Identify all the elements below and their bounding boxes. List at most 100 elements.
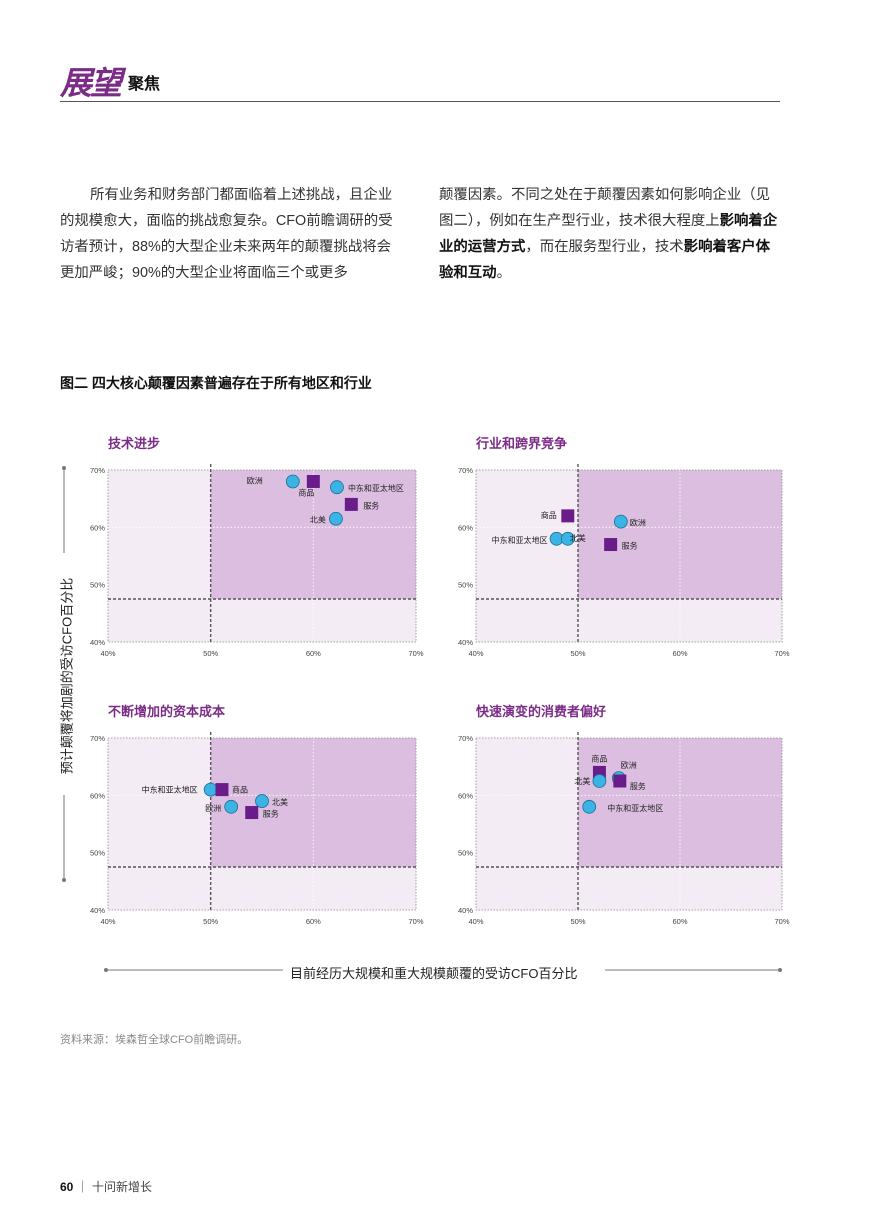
body-text-bold-2: 影响着客户体验和互动	[439, 239, 771, 281]
chart-3-frame	[107, 737, 417, 911]
chart-3-point-circle	[224, 799, 239, 814]
chart-2-point-circle	[560, 531, 575, 546]
chart-1-y-tick: 50%	[90, 581, 105, 590]
chart-4-point-circle	[592, 774, 607, 788]
x-guide-dot-right	[778, 968, 782, 972]
body-text-a: 颠覆因素。不同之处在于颠覆因素如何影响企业（见图二），例如在生产型行业，技术很大…	[439, 187, 770, 229]
chart-4-point-label: 欧洲	[621, 760, 637, 770]
chart-2-point-circle	[613, 514, 628, 529]
chart-1-point-label: 北美	[310, 515, 326, 525]
chart-3-y-tick: 40%	[90, 906, 105, 915]
chart-3-point-circle	[203, 782, 218, 797]
chart-1-title: 技术进步	[108, 436, 160, 451]
chart-4-y-tick: 70%	[458, 734, 473, 743]
chart-1-quadrant-bottom-left	[108, 599, 211, 642]
footer-separator: ｜	[73, 1180, 93, 1194]
footer-title: 十问新增长	[92, 1180, 153, 1194]
chart-2-point-label: 欧洲	[630, 518, 646, 528]
chart-1-frame	[107, 469, 417, 643]
body-paragraph-right: 颠覆因素。不同之处在于颠覆因素如何影响企业（见图二），例如在生产型行业，技术很大…	[439, 182, 781, 286]
chart-4-point-label: 中东和亚太地区	[607, 803, 663, 813]
chart-3-quadrant-bottom-left	[108, 867, 211, 910]
chart-3-x-tick: 70%	[408, 917, 423, 926]
chart-2-y-tick: 40%	[458, 638, 473, 647]
chart-3-x-tick: 40%	[100, 917, 115, 926]
chart-4-x-tick: 50%	[570, 917, 585, 926]
chart-4-x-tick: 40%	[468, 917, 483, 926]
chart-1-x-tick: 50%	[203, 649, 218, 658]
body-text-bold-1: 影响着企业的运营方式	[439, 213, 778, 255]
chart-2-frame	[475, 469, 783, 643]
chart-4-quadrant-top-left	[476, 738, 578, 867]
chart-3-y-tick: 60%	[90, 791, 105, 800]
chart-1-point-square	[306, 474, 320, 488]
chart-4-x-tick: 60%	[672, 917, 687, 926]
chart-2-point-square	[561, 509, 575, 523]
x-axis-label: 目前经历大规模和重大规模颠覆的受访CFO百分比	[290, 966, 578, 981]
chart-2-point-square	[604, 538, 618, 552]
chart-2-y-tick: 70%	[458, 466, 473, 475]
chart-3-y-tick: 50%	[90, 849, 105, 858]
chart-4-y-tick: 60%	[458, 791, 473, 800]
chart-2-title: 行业和跨界竞争	[475, 436, 567, 451]
body-column-left: 所有业务和财务部门都面临着上述挑战，且企业的规模愈大，面临的挑战愈复杂。CFO前…	[60, 182, 402, 286]
page-footer: 60 ｜ 十问新增长	[60, 1178, 152, 1195]
chart-2-point-label: 商品	[541, 510, 557, 520]
chart-1-point-label: 欧洲	[247, 475, 263, 485]
body-paragraph-left: 所有业务和财务部门都面临着上述挑战，且企业的规模愈大，面临的挑战愈复杂。CFO前…	[60, 187, 393, 281]
chart-1-point-label: 商品	[298, 487, 314, 497]
chart-3-quadrant-top-left	[108, 738, 211, 867]
x-guide-dot-left	[104, 968, 108, 972]
chart-2-point-label: 服务	[622, 541, 638, 551]
chart-3-point-square	[215, 783, 229, 797]
chart-3-x-tick: 50%	[203, 917, 218, 926]
chart-4-x-tick: 70%	[774, 917, 789, 926]
body-column-right: 颠覆因素。不同之处在于颠覆因素如何影响企业（见图二），例如在生产型行业，技术很大…	[439, 182, 781, 286]
chart-1-x-tick: 60%	[306, 649, 321, 658]
chart-4-y-tick: 40%	[458, 906, 473, 915]
chart-4-frame	[475, 737, 783, 911]
page-number: 60	[60, 1180, 74, 1194]
chart-1-y-tick: 60%	[90, 523, 105, 532]
chart-4-title: 快速演变的消费者偏好	[476, 704, 606, 719]
logo: 展望	[60, 64, 122, 102]
chart-1-point-circle	[329, 511, 343, 526]
section-title: 聚焦	[128, 76, 161, 93]
chart-3-y-tick: 70%	[90, 734, 105, 743]
figure-title: 图二 四大核心颠覆因素普遍存在于所有地区和行业	[60, 375, 372, 391]
header-divider	[60, 101, 780, 102]
chart-3-x-tick: 60%	[306, 917, 321, 926]
chart-4-point-label: 商品	[591, 753, 607, 763]
chart-3-title: 不断增加的资本成本	[108, 704, 225, 719]
chart-3-point-label: 商品	[232, 785, 248, 795]
chart-4-point-label: 北美	[574, 776, 590, 786]
chart-3-point-square	[245, 806, 259, 820]
chart-2-quadrant-bottom-left	[476, 599, 578, 642]
chart-2-point-label: 北美	[570, 533, 586, 543]
chart-3-point-circle	[255, 794, 269, 808]
chart-4-point-label: 服务	[630, 781, 646, 791]
chart-1-quadrant-top-left	[108, 470, 211, 599]
chart-2-x-tick: 40%	[468, 649, 483, 658]
chart-1-point-circle	[330, 480, 344, 495]
chart-2-y-tick: 50%	[458, 581, 473, 590]
chart-1-x-tick: 70%	[408, 649, 423, 658]
body-text-e: 。	[496, 265, 511, 281]
source-note: 资料来源：埃森哲全球CFO前瞻调研。	[60, 1034, 249, 1046]
chart-1-point-square	[344, 497, 358, 511]
chart-2-x-tick: 50%	[570, 649, 585, 658]
chart-2-x-tick: 70%	[774, 649, 789, 658]
chart-4-point-square	[613, 774, 627, 788]
chart-1-point-circle	[285, 474, 300, 489]
chart-1-point-label: 服务	[363, 500, 379, 510]
y-guide-dot-top	[62, 466, 66, 470]
chart-1-point-label: 中东和亚太地区	[348, 483, 404, 493]
chart-4-quadrant-bottom-left	[476, 867, 578, 910]
chart-3-point-label: 北美	[272, 797, 288, 807]
chart-3-point-label: 中东和亚太地区	[142, 785, 198, 795]
chart-1-x-tick: 40%	[100, 649, 115, 658]
chart-3-point-label: 服务	[263, 809, 279, 819]
chart-2-point-label: 中东和亚太地区	[492, 535, 548, 545]
chart-4-y-tick: 50%	[458, 849, 473, 858]
